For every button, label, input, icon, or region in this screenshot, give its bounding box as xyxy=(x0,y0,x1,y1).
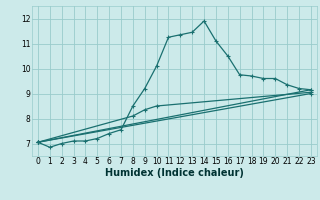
X-axis label: Humidex (Indice chaleur): Humidex (Indice chaleur) xyxy=(105,168,244,178)
